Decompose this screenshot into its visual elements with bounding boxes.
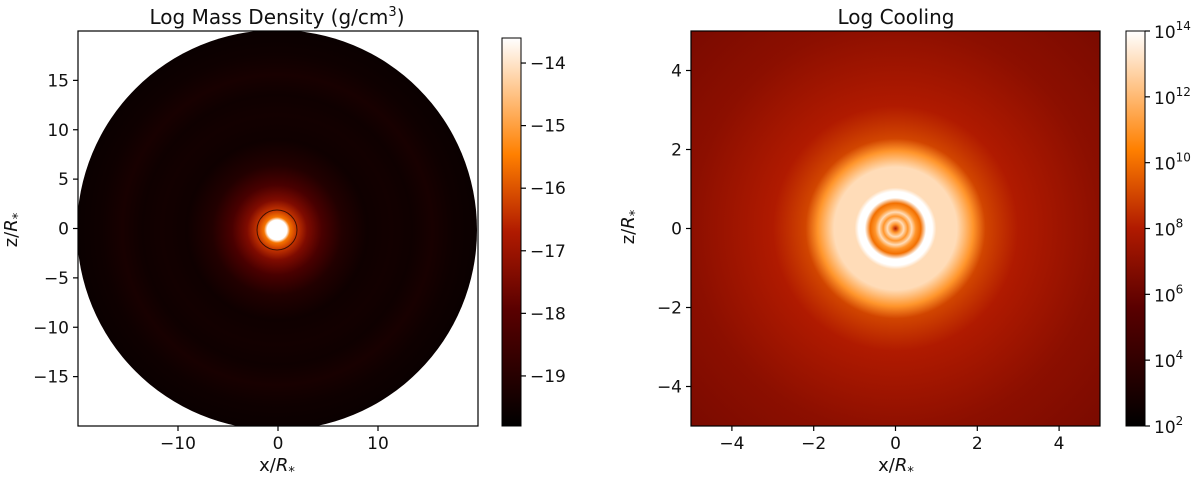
cooling-y-tick-label: 4	[671, 62, 682, 82]
density-colorbar-tick-label: −15	[530, 117, 566, 137]
cooling-x-tick-label: 4	[1054, 434, 1065, 454]
density-colorbar	[501, 37, 522, 427]
cooling-x-label: x/R*	[878, 455, 914, 479]
density-y-tick-label: 5	[58, 170, 69, 190]
density-colorbar-tick-label: −19	[530, 367, 566, 387]
density-y-tick-label: 10	[47, 121, 69, 141]
cooling-y-ticks: 4 2 0 −2 −4	[657, 62, 691, 398]
density-x-label: x/R*	[259, 455, 295, 479]
density-y-tick-label: 15	[47, 71, 69, 91]
cooling-x-tick-label: −2	[801, 434, 826, 454]
cooling-colorbar-tick-label: 104	[1154, 348, 1183, 372]
cooling-colorbar-tick-label: 1010	[1154, 151, 1191, 175]
density-x-tick-label: 10	[367, 434, 389, 454]
cooling-x-ticks: −4 −2 0 2 4	[719, 426, 1065, 454]
density-title: Log Mass Density (g/cm3)	[150, 5, 405, 29]
density-x-tick-label: 0	[273, 434, 284, 454]
density-colorbar-ticks: −14 −15 −16 −17 −18 −19	[521, 54, 566, 387]
density-colorbar-tick-label: −16	[530, 179, 566, 199]
cooling-colorbar-tick-label: 1014	[1154, 19, 1191, 43]
density-y-label: z/R*	[1, 212, 26, 247]
cooling-y-tick-label: 0	[671, 220, 682, 240]
density-x-ticks: −10 0 10	[160, 426, 389, 454]
cooling-y-tick-label: −4	[657, 378, 682, 398]
cooling-y-label: z/R*	[618, 209, 643, 244]
density-y-tick-label: −15	[33, 368, 69, 388]
density-panel: Log Mass Density (g/cm3) −10 0 10 15 10 5 0 −5…	[1, 5, 566, 480]
density-colorbar-tick-label: −17	[530, 242, 566, 262]
cooling-panel: Log Cooling −4 −2 0 2 4 4 2 0 −2 −4 x/R* z/R* 10…	[618, 5, 1191, 480]
density-colorbar-tick-label: −18	[530, 304, 566, 324]
cooling-title: Log Cooling	[837, 5, 954, 29]
density-disk	[78, 31, 477, 426]
cooling-colorbar-tick-label: 1012	[1154, 85, 1191, 109]
density-y-tick-label: −10	[33, 318, 69, 338]
density-x-tick-label: −10	[160, 434, 196, 454]
cooling-x-tick-label: −4	[719, 434, 744, 454]
density-colorbar-tick-label: −14	[530, 54, 566, 74]
cooling-colorbar-ticks: 1014 1012 1010 108 106 104 102	[1145, 19, 1191, 438]
cooling-x-tick-label: 2	[972, 434, 983, 454]
cooling-x-tick-label: 0	[890, 434, 901, 454]
cooling-colorbar-tick-label: 102	[1154, 414, 1183, 438]
density-inner-ring	[256, 209, 298, 251]
density-y-tick-label: 0	[58, 220, 69, 240]
cooling-heatmap	[691, 31, 1100, 426]
cooling-colorbar	[1125, 30, 1146, 427]
density-y-ticks: 15 10 5 0 −5 −10 −15	[33, 71, 78, 388]
cooling-y-tick-label: 2	[671, 141, 682, 161]
cooling-colorbar-tick-label: 106	[1154, 282, 1183, 306]
cooling-y-tick-label: −2	[657, 299, 682, 319]
cooling-colorbar-tick-label: 108	[1154, 217, 1183, 241]
density-y-tick-label: −5	[44, 269, 69, 289]
